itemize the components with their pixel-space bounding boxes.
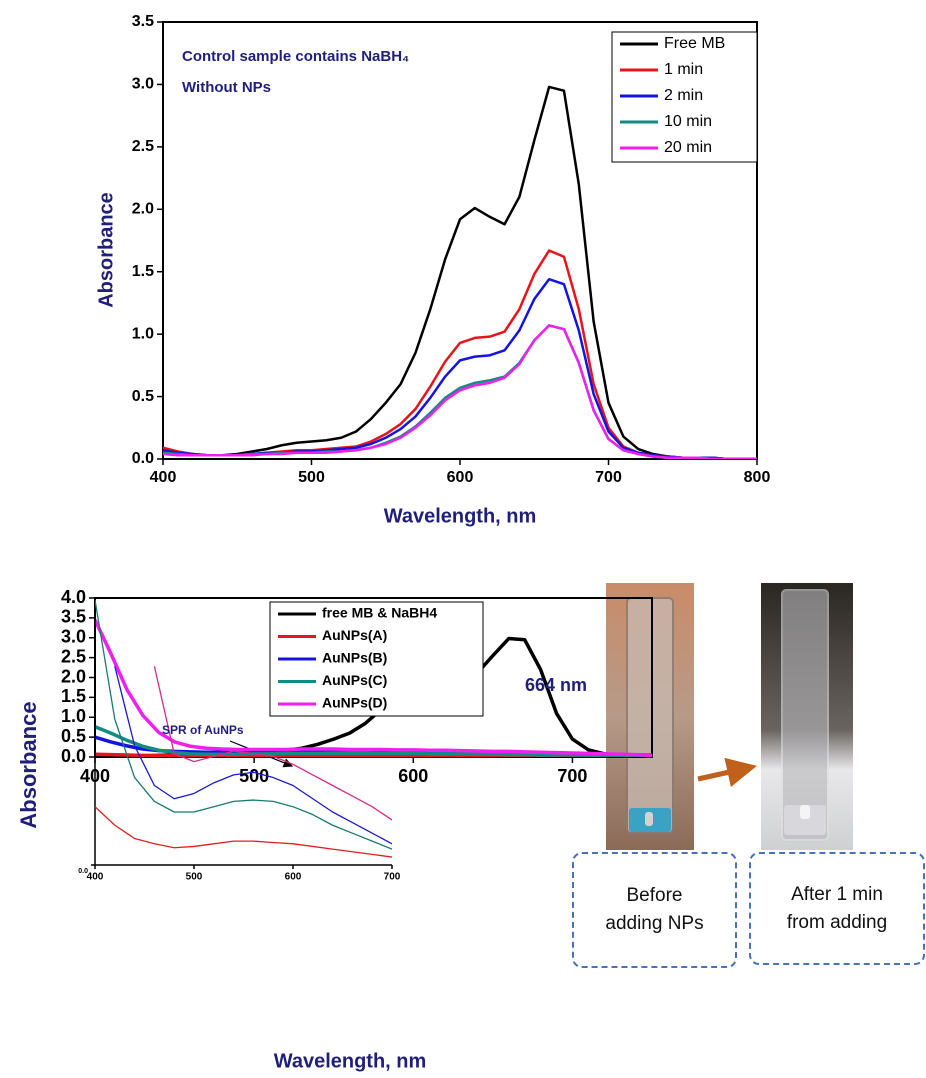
y-tick-label: 0.0 [61, 746, 86, 766]
x-tick-label: 500 [239, 766, 269, 786]
legend-label: Free MB [664, 35, 725, 52]
y-tick-label: 3.5 [61, 607, 86, 627]
caption-box: Before adding NPs [572, 852, 737, 968]
y-tick-label: 2.5 [132, 138, 154, 155]
x-tick-label: 400 [87, 872, 104, 883]
y-axis-title: Absorbance [16, 701, 41, 828]
legend: Free MB 1 min 2 min 10 min 20 min [612, 32, 757, 162]
series-line [163, 279, 757, 459]
annotation: 664 nm [525, 675, 587, 695]
y-tick-label: 0.0 [78, 868, 88, 875]
x-tick-label: 500 [298, 469, 325, 486]
legend-label: free MB & NaBH4 [322, 605, 437, 621]
y-tick-label: 3.0 [132, 76, 154, 93]
legend: free MB & NaBH4 AuNPs(A) AuNPs(B) AuNPs(C) A… [270, 602, 483, 716]
photo-before [606, 583, 694, 850]
x-tick-label: 500 [186, 872, 203, 883]
y-tick-label: 1.5 [61, 686, 86, 706]
legend-label: 1 min [664, 61, 703, 78]
caption-box: After 1 min from adding [749, 852, 925, 965]
legend-label: AuNPs(D) [322, 695, 387, 711]
y-tick-label: 1.0 [61, 706, 86, 726]
legend-label: 10 min [664, 113, 712, 130]
x-tick-label: 700 [384, 872, 401, 883]
x-tick-label: 400 [150, 469, 177, 486]
legend-label: 2 min [664, 87, 703, 104]
x-tick-label: 700 [595, 469, 622, 486]
figure: 4005006007008000.00.51.01.52.02.53.03.5W… [0, 0, 926, 1078]
legend-label: AuNPs(C) [322, 672, 387, 688]
x-tick-label: 600 [398, 766, 428, 786]
legend-label: AuNPs(A) [322, 627, 387, 643]
photo-arrow [698, 767, 752, 779]
y-tick-label: 1.0 [132, 325, 154, 342]
y-tick-label: 0.5 [61, 726, 86, 746]
y-tick-label: 2.0 [61, 666, 86, 686]
series-line [163, 325, 757, 459]
y-tick-label: 0.0 [132, 450, 154, 467]
caption: Before adding NPs [605, 882, 705, 938]
legend-label: 20 min [664, 139, 712, 156]
series-line [163, 325, 757, 459]
x-tick-label: 700 [557, 766, 587, 786]
x-axis-title: Wavelength, nm [274, 1050, 427, 1072]
y-tick-label: 4.0 [61, 587, 86, 607]
y-tick-label: 0.5 [132, 388, 154, 405]
series-line [163, 250, 757, 459]
x-tick-label: 600 [447, 469, 474, 486]
y-tick-label: 2.0 [132, 201, 154, 218]
caption: After 1 min from adding [775, 881, 900, 937]
x-axis-title: Wavelength, nm [384, 505, 537, 527]
annotation: SPR of AuNPs [162, 723, 244, 737]
legend-label: AuNPs(B) [322, 650, 387, 666]
y-tick-label: 1.5 [132, 263, 154, 280]
y-tick-label: 3.5 [132, 13, 154, 30]
x-tick-label: 600 [285, 872, 302, 883]
x-tick-label: 800 [744, 469, 771, 486]
y-tick-label: 3.0 [61, 627, 86, 647]
y-tick-label: 2.5 [61, 646, 86, 666]
annotation: Without NPs [182, 79, 271, 96]
photo-after [761, 583, 853, 850]
y-axis-title: Absorbance [95, 192, 117, 308]
annotation: Control sample contains NaBH₄ [182, 48, 409, 65]
plot: 400 500 600 700 800 0.0 0.5 1.0 1.5 2.0 2.5 3.0 3.5 W… [95, 13, 770, 527]
